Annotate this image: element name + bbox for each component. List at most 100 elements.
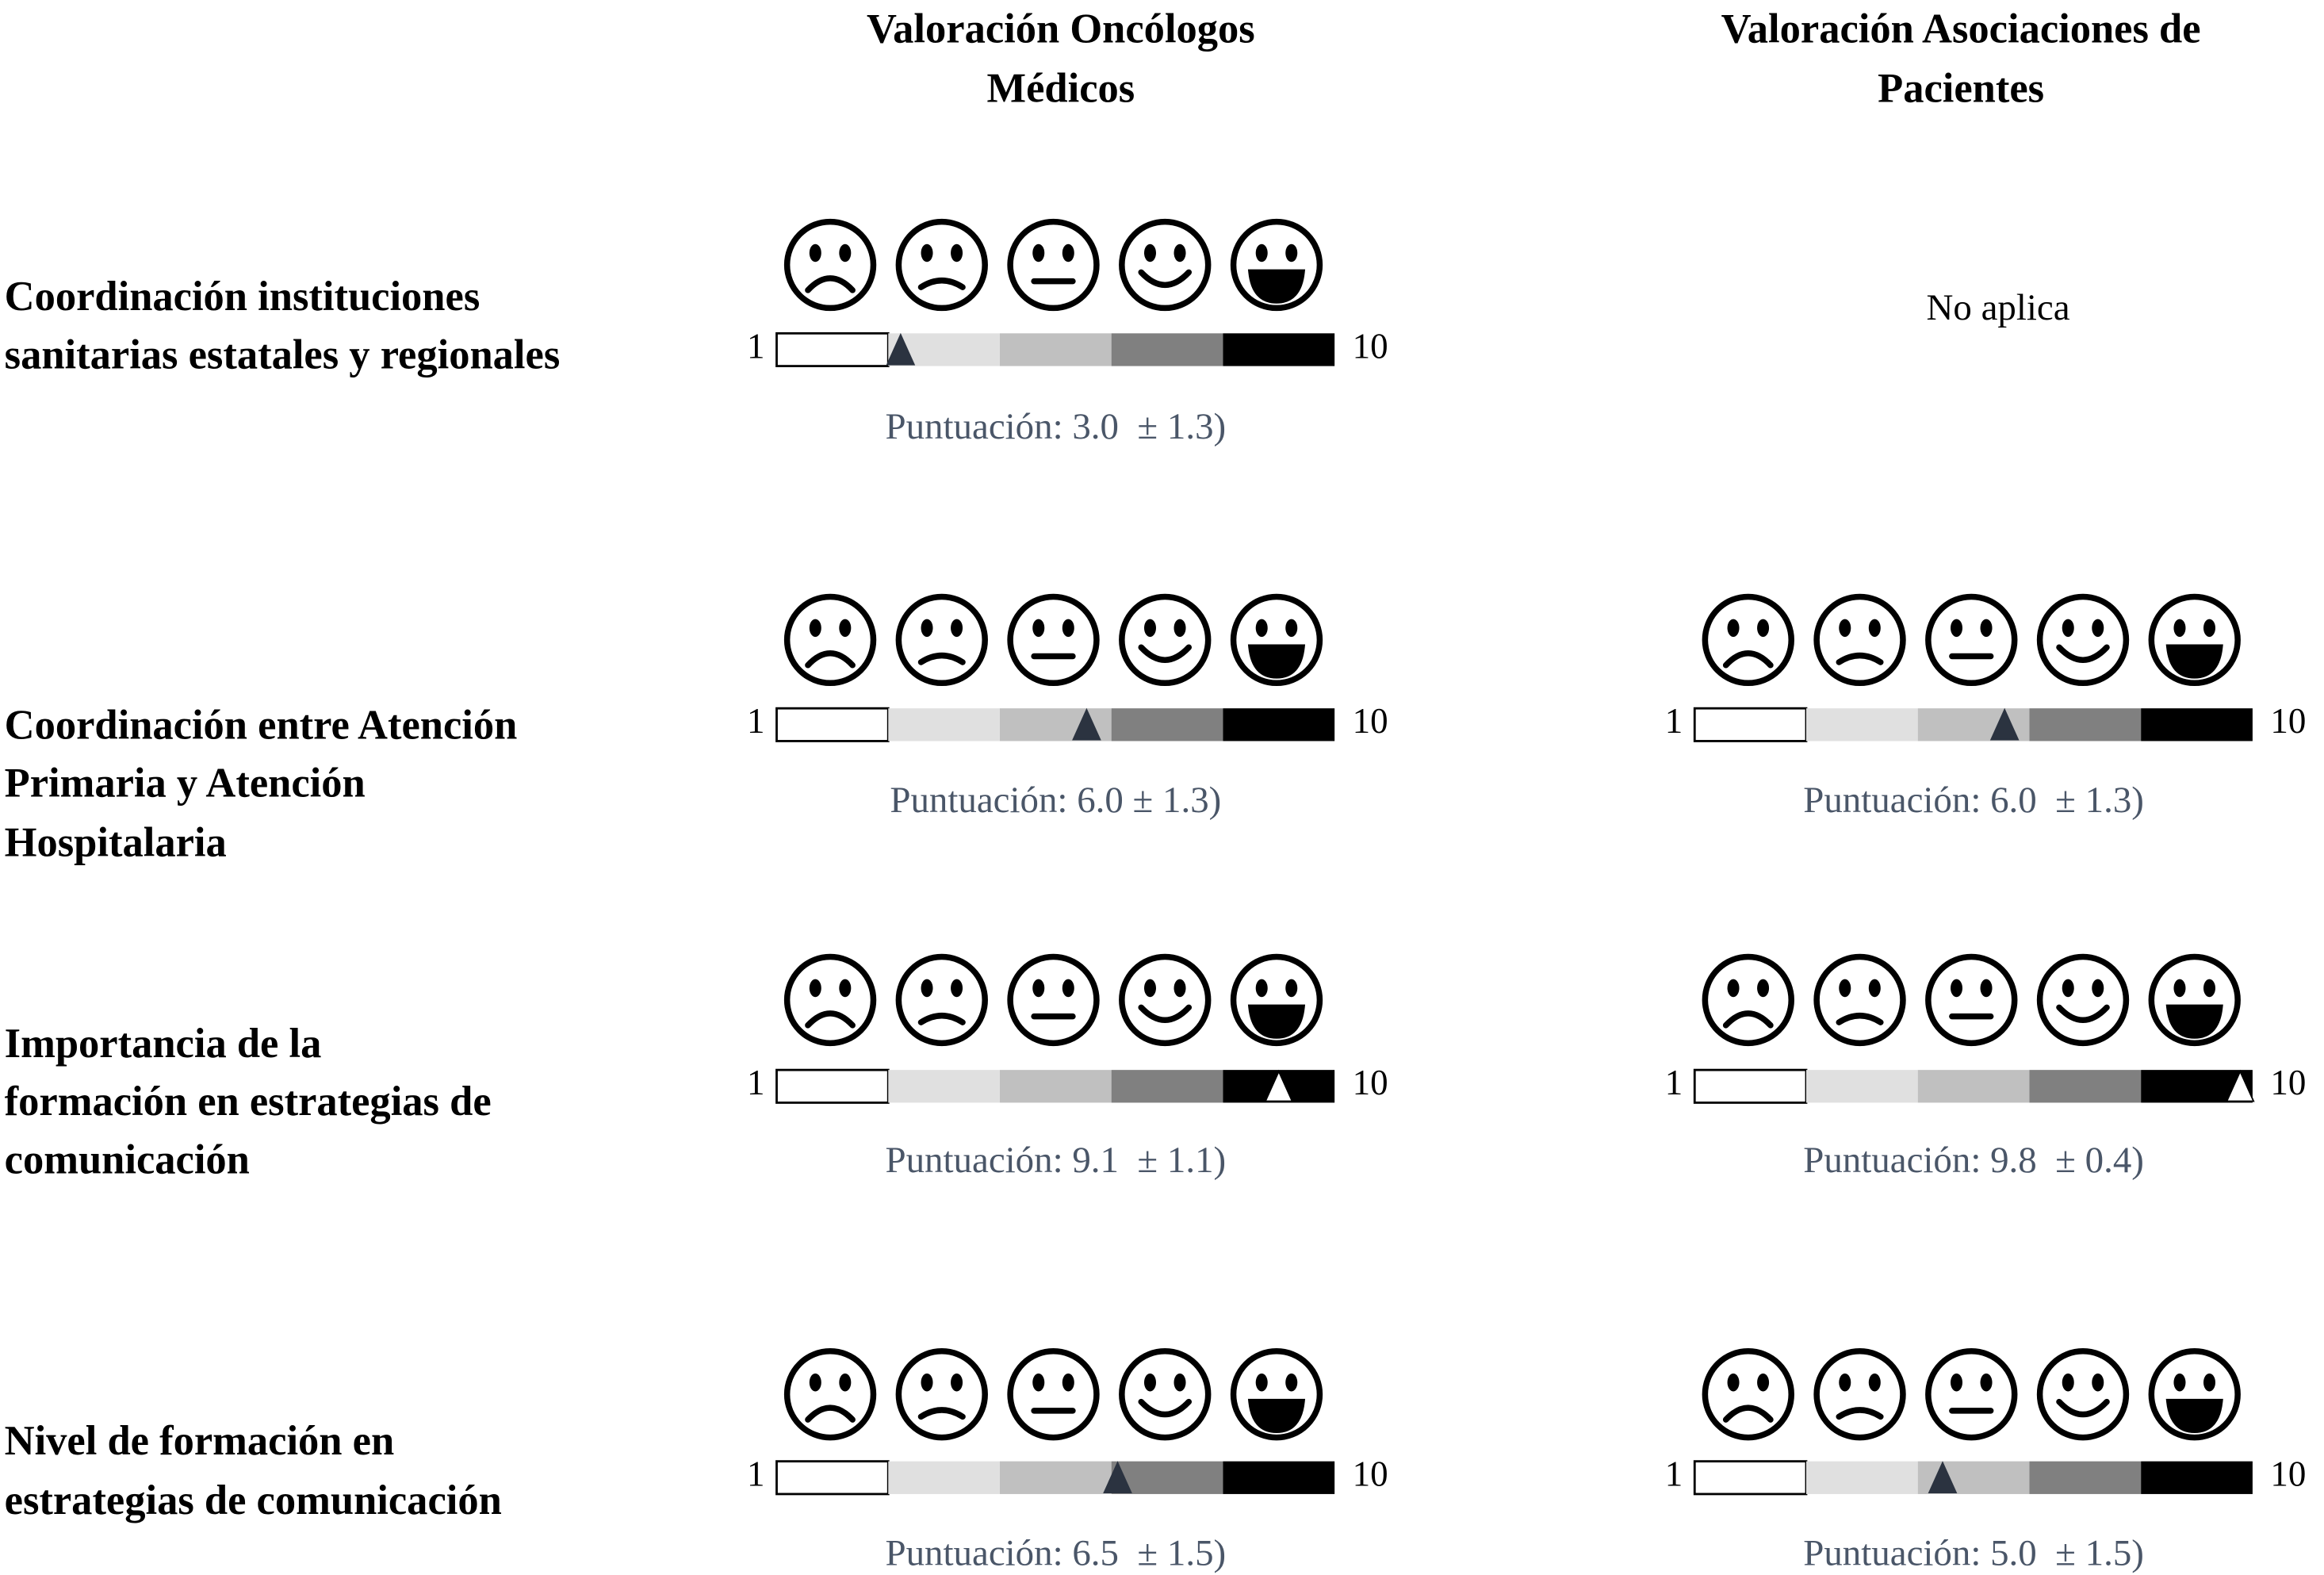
eye bbox=[2203, 619, 2216, 638]
mouth bbox=[1836, 1012, 1884, 1025]
eye bbox=[1062, 243, 1074, 262]
mouth bbox=[805, 275, 856, 293]
score-marker bbox=[1928, 1461, 1958, 1493]
eye bbox=[2092, 1373, 2104, 1392]
face bbox=[1119, 218, 1212, 312]
score-marker bbox=[2225, 1069, 2255, 1102]
eye bbox=[1255, 243, 1268, 262]
eye bbox=[1032, 1373, 1045, 1392]
eye bbox=[951, 979, 963, 998]
row-label: sanitarias estatales y regionales bbox=[5, 331, 561, 377]
face-icon bbox=[895, 953, 988, 1047]
face-icon bbox=[1119, 593, 1212, 687]
eye bbox=[1173, 243, 1186, 262]
scale-segment bbox=[999, 333, 1112, 366]
eye bbox=[2092, 979, 2104, 998]
eye bbox=[1285, 619, 1298, 638]
eye bbox=[2062, 1373, 2074, 1392]
eye bbox=[1868, 619, 1881, 638]
face bbox=[1007, 953, 1100, 1047]
face-icon bbox=[1230, 593, 1323, 687]
mouth bbox=[1138, 1398, 1193, 1418]
scale-segment bbox=[2029, 708, 2142, 742]
scale-segment bbox=[2029, 1461, 2142, 1494]
score-text: Puntuación: 6.0 ± 1.3) bbox=[1803, 780, 2144, 821]
face-icon bbox=[1119, 1348, 1212, 1441]
eye bbox=[1727, 1373, 1740, 1392]
scale-max: 10 bbox=[1353, 1454, 1388, 1494]
face-icon bbox=[1702, 1348, 1794, 1441]
not-applicable: No aplica bbox=[1927, 287, 2070, 328]
mouth bbox=[917, 1407, 966, 1420]
score-text: Puntuación: 6.5 ± 1.5) bbox=[886, 1532, 1227, 1573]
mouth bbox=[917, 652, 966, 665]
score-marker bbox=[1989, 707, 2020, 741]
row-label: Coordinación instituciones bbox=[5, 274, 480, 320]
face-icon bbox=[783, 593, 877, 687]
row-label: formación en estrategias de bbox=[5, 1079, 492, 1125]
eye bbox=[1032, 619, 1045, 638]
scale-segment bbox=[775, 707, 890, 742]
face bbox=[2036, 1348, 2130, 1441]
eye bbox=[2062, 619, 2074, 638]
face bbox=[1007, 218, 1100, 312]
face-icon bbox=[1925, 593, 2018, 687]
face bbox=[2036, 593, 2130, 687]
scale-segment bbox=[1111, 333, 1223, 366]
mouth bbox=[2056, 644, 2110, 663]
face bbox=[895, 593, 988, 687]
scale-max: 10 bbox=[2270, 1454, 2306, 1494]
mouth bbox=[2165, 1004, 2223, 1039]
face bbox=[895, 218, 988, 312]
eye bbox=[1143, 619, 1156, 638]
mouth bbox=[1247, 1398, 1306, 1433]
eye bbox=[921, 1373, 933, 1392]
eye bbox=[1951, 1373, 1963, 1392]
face bbox=[783, 218, 877, 312]
face-icon bbox=[1007, 1348, 1100, 1441]
scale-max: 10 bbox=[2270, 701, 2306, 741]
scale-segment bbox=[1917, 1070, 2030, 1103]
score-marker bbox=[1264, 1069, 1294, 1102]
mouth bbox=[805, 1010, 856, 1029]
row-label: Primaria y Atención bbox=[5, 761, 366, 807]
scale-max: 10 bbox=[2270, 1063, 2306, 1102]
face-icon bbox=[1813, 1348, 1906, 1441]
eye bbox=[1255, 619, 1268, 638]
eye bbox=[2062, 979, 2074, 998]
scale-min: 1 bbox=[1665, 1454, 1683, 1494]
face bbox=[895, 953, 988, 1047]
face-icon bbox=[1813, 953, 1906, 1047]
face bbox=[1702, 953, 1794, 1047]
face-icon bbox=[2148, 593, 2241, 687]
eye bbox=[2203, 979, 2216, 998]
eye bbox=[839, 243, 852, 262]
eye bbox=[1173, 619, 1186, 638]
score-text: Puntuación: 3.0 ± 1.3) bbox=[886, 406, 1227, 447]
scale-segment bbox=[1111, 1070, 1223, 1103]
eye bbox=[1032, 979, 1045, 998]
face bbox=[1007, 1348, 1100, 1441]
column-title: Valoración Asociaciones de bbox=[1721, 6, 2201, 52]
scale-segment bbox=[1805, 1461, 1918, 1494]
face bbox=[2036, 953, 2130, 1047]
face bbox=[1813, 593, 1906, 687]
face-icon bbox=[1007, 953, 1100, 1047]
score-text: Puntuación: 5.0 ± 1.5) bbox=[1803, 1532, 2144, 1573]
mouth bbox=[917, 277, 966, 290]
face-icon bbox=[1007, 593, 1100, 687]
eye bbox=[839, 979, 852, 998]
face bbox=[1813, 953, 1906, 1047]
scale-min: 1 bbox=[747, 701, 765, 741]
eye bbox=[1062, 1373, 1074, 1392]
row-label: Importancia de la bbox=[5, 1021, 322, 1067]
eye bbox=[809, 979, 821, 998]
scale-max: 10 bbox=[1353, 701, 1388, 741]
face bbox=[783, 953, 877, 1047]
scale-min: 1 bbox=[747, 326, 765, 366]
eye bbox=[2173, 979, 2186, 998]
mouth bbox=[1138, 1004, 1193, 1023]
eye bbox=[1868, 979, 1881, 998]
face bbox=[1702, 593, 1794, 687]
